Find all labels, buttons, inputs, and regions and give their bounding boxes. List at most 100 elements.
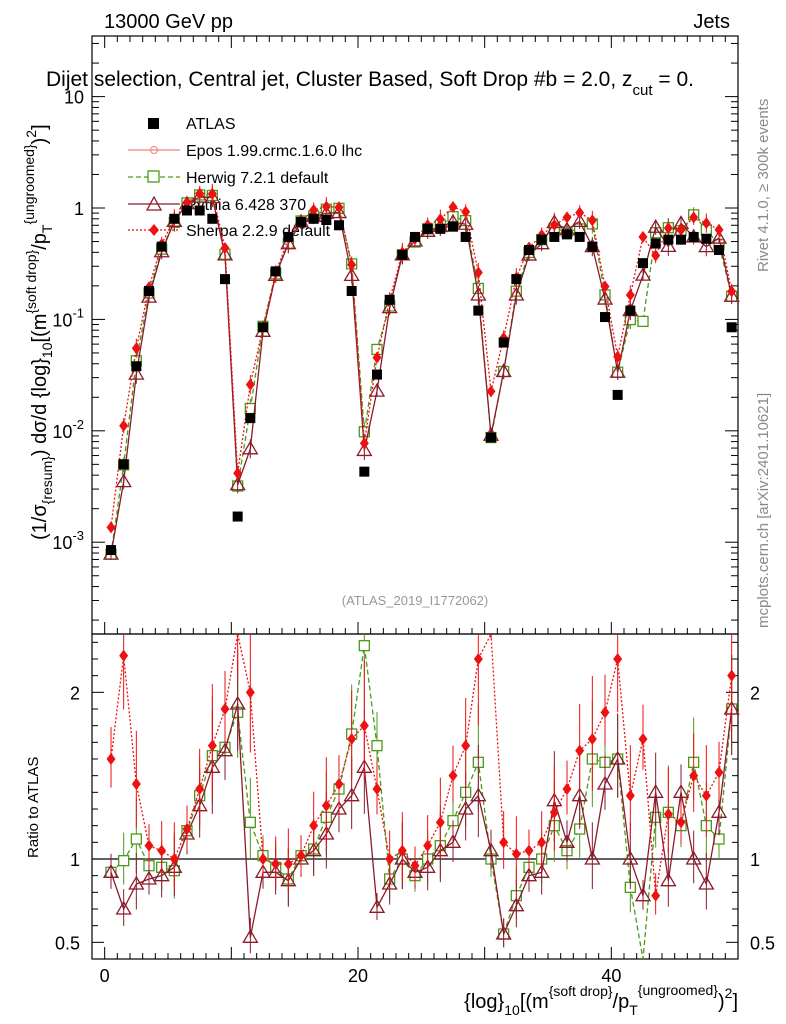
- point-sherpa: [600, 280, 610, 293]
- point-atlas: [498, 337, 509, 348]
- point-herwig: [637, 315, 649, 328]
- point-pythia: [229, 476, 246, 491]
- x-tick-label: 20: [348, 966, 368, 986]
- ratio-point-sherpa: [727, 669, 737, 682]
- point-sherpa: [727, 285, 737, 298]
- point-sherpa: [575, 206, 585, 219]
- y-tick-label: 1: [74, 199, 84, 219]
- point-atlas: [169, 213, 180, 224]
- point-pythia: [216, 246, 234, 261]
- ratio-point-pythia: [508, 897, 525, 912]
- legend-label-epos: Epos 1.99.crmc.1.6.0 lhc: [186, 143, 362, 160]
- point-pythia: [457, 215, 474, 230]
- point-atlas: [182, 205, 192, 216]
- ratio-point-pythia: [242, 929, 259, 943]
- ratio-point-pythia: [305, 842, 322, 857]
- ratio-point-sherpa: [131, 778, 141, 790]
- ratio-point-herwig: [118, 855, 130, 867]
- point-sherpa: [676, 224, 686, 237]
- point-atlas: [460, 231, 471, 242]
- point-sherpa: [701, 217, 711, 230]
- point-pythia: [470, 286, 487, 301]
- point-atlas: [359, 466, 370, 477]
- point-atlas: [321, 215, 332, 226]
- ratio-point-pythia: [520, 867, 538, 882]
- ratio-point-pythia: [634, 887, 652, 902]
- ratio-point-sherpa: [676, 816, 686, 829]
- point-atlas: [663, 234, 674, 245]
- point-sherpa: [663, 222, 673, 235]
- ratio-tick-label: 2: [70, 683, 80, 703]
- point-sherpa: [435, 213, 445, 226]
- ratio-point-sherpa: [169, 853, 179, 865]
- ratio-point-sherpa: [359, 719, 369, 732]
- ratio-point-pythia: [495, 925, 512, 940]
- point-sherpa: [625, 289, 635, 302]
- ratio-point-sherpa: [258, 853, 268, 865]
- point-atlas: [384, 294, 395, 305]
- point-atlas: [688, 231, 699, 242]
- point-atlas: [346, 285, 357, 296]
- point-sherpa: [613, 350, 623, 363]
- y-axis-label: (1/σ{resum}) dσ/d {log}10[(m{soft drop}/…: [21, 124, 55, 540]
- ratio-point-herwig: [130, 833, 142, 845]
- legend-label-atlas: ATLAS: [186, 116, 236, 133]
- ratio-point-sherpa: [334, 778, 344, 790]
- point-sherpa: [651, 249, 661, 262]
- plot-title: Dijet selection, Central jet, Cluster Ba…: [46, 68, 694, 99]
- point-sherpa: [562, 211, 572, 224]
- ratio-point-pythia: [381, 875, 398, 890]
- point-sherpa: [689, 211, 699, 224]
- y-tick-label: 10-2: [52, 417, 84, 442]
- ratio-point-pythia: [558, 834, 576, 848]
- ratio-point-pythia: [368, 899, 386, 913]
- ratio-point-sherpa: [651, 889, 661, 902]
- ratio-point-sherpa: [296, 849, 306, 862]
- point-sherpa: [309, 203, 319, 216]
- point-atlas: [549, 231, 560, 242]
- ratio-point-pythia: [444, 834, 462, 848]
- point-atlas: [118, 459, 129, 470]
- ratio-point-pythia: [229, 695, 246, 710]
- ratio-point-sherpa: [157, 844, 167, 857]
- ratio-line-sherpa: [110, 631, 733, 896]
- ratio-point-sherpa: [613, 653, 623, 665]
- ratio-point-sherpa: [220, 703, 230, 715]
- x-tick-label: 0: [100, 966, 110, 986]
- ratio-y-label: Ratio to ATLAS: [25, 757, 42, 858]
- point-sherpa: [131, 342, 141, 355]
- point-sherpa: [473, 266, 483, 279]
- y-tick-label: 10-1: [52, 305, 84, 330]
- point-atlas: [587, 241, 598, 252]
- point-pythia: [115, 473, 132, 488]
- ratio-point-sherpa: [549, 806, 559, 819]
- ratio-point-pythia: [584, 850, 601, 865]
- point-pythia: [723, 287, 740, 302]
- ratio-point-sherpa: [638, 733, 648, 745]
- ratio-point-pythia: [685, 850, 702, 865]
- legend-marker-pythia: [145, 195, 163, 211]
- x-tick-label: 40: [601, 966, 621, 986]
- point-pythia: [508, 286, 525, 301]
- ratio-point-sherpa: [511, 848, 521, 860]
- point-atlas: [258, 322, 268, 333]
- point-sherpa: [347, 258, 357, 271]
- point-pythia: [710, 229, 728, 244]
- ratio-point-herwig: [358, 640, 370, 652]
- point-atlas: [600, 312, 610, 323]
- ratio-point-sherpa: [714, 766, 724, 779]
- point-pythia: [571, 213, 588, 228]
- point-pythia: [368, 382, 386, 397]
- ratio-point-pythia: [698, 875, 715, 890]
- ratio-point-sherpa: [119, 649, 129, 662]
- point-sherpa: [486, 385, 496, 398]
- legend-marker-epos: [150, 146, 158, 154]
- legend-marker-herwig: [147, 170, 160, 183]
- point-sherpa: [359, 437, 369, 450]
- ratio-point-sherpa: [448, 769, 458, 782]
- point-atlas: [714, 244, 724, 255]
- ratio-point-pythia: [153, 867, 170, 882]
- ratio-point-sherpa: [195, 783, 205, 795]
- series-line-sherpa: [110, 192, 733, 528]
